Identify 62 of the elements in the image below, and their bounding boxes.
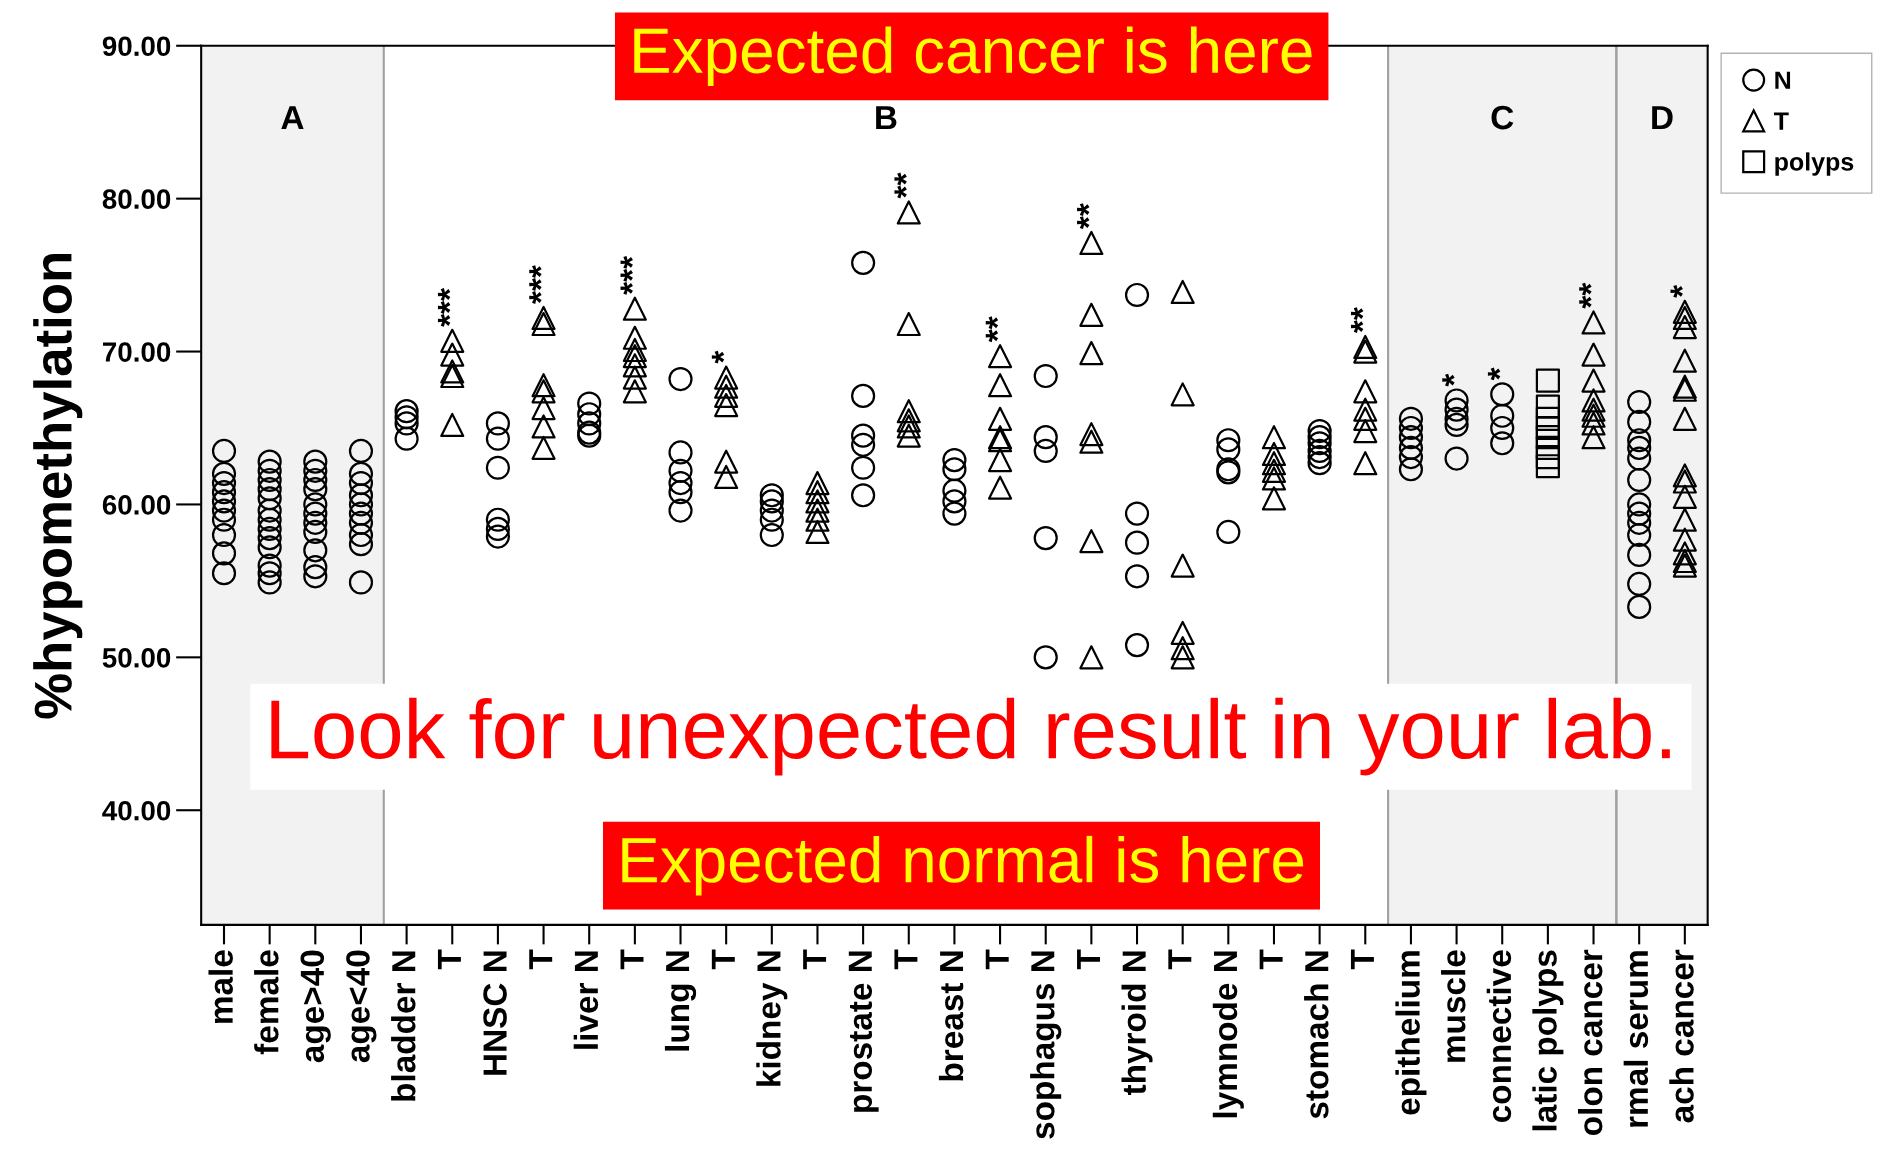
x-tick-label: T xyxy=(1168,949,1192,970)
x-tick-label: kidney N xyxy=(756,951,788,1086)
band-label: D xyxy=(1652,106,1673,130)
x-tick-label: T xyxy=(894,949,918,970)
data-label: ** xyxy=(1579,282,1592,309)
x-tick-label: age>40 xyxy=(300,950,331,1063)
x-tick-label: ach cancer xyxy=(1669,949,1694,1123)
data-label: ** xyxy=(894,172,907,199)
x-tick-label: T xyxy=(437,949,461,970)
x-tick-label: breast N xyxy=(938,951,964,1081)
x-tick-label: liver N xyxy=(573,951,599,1049)
band-label: A xyxy=(281,106,304,130)
y-tick-label: 80.00 xyxy=(102,189,171,209)
x-tick-label: T xyxy=(803,949,827,970)
y-tick-label: 40.00 xyxy=(102,800,171,821)
annotation: Look for unexpected result in your lab. xyxy=(271,697,1670,776)
x-tick-label: lung N xyxy=(664,951,697,1051)
x-tick-label: lymnode N xyxy=(1212,951,1244,1118)
data-label: *** xyxy=(529,265,542,304)
x-tick-label: T xyxy=(1350,949,1374,970)
x-tick-label: rmal serum xyxy=(1623,951,1649,1127)
x-tick-label: bladder N xyxy=(391,951,416,1101)
x-tick-label: olon cancer xyxy=(1577,949,1603,1135)
x-tick-label: T xyxy=(711,949,735,970)
y-tick-label: 90.00 xyxy=(102,36,171,57)
x-tick-label: female xyxy=(254,950,279,1055)
x-tick-label: T xyxy=(620,949,644,970)
x-tick-label: T xyxy=(1259,949,1283,970)
data-label: * xyxy=(1442,373,1455,387)
x-tick-label: T xyxy=(985,949,1009,970)
data-label: *** xyxy=(620,255,633,295)
x-tick-label: epithelium xyxy=(1395,951,1427,1115)
legend-label: N xyxy=(1775,71,1791,89)
x-tick-label: stomach N xyxy=(1304,951,1329,1119)
data-label: * xyxy=(711,350,725,364)
band-label: C xyxy=(1491,105,1514,130)
data-label: *** xyxy=(437,288,451,327)
x-tick-label: HNSC N xyxy=(483,951,507,1075)
data-label: ** xyxy=(1077,203,1090,229)
y-tick-label: 70.00 xyxy=(103,342,171,362)
x-tick-label: connective xyxy=(1486,950,1512,1123)
x-tick-label: male xyxy=(208,950,233,1023)
y-tick-label: 60.00 xyxy=(102,495,171,515)
x-tick-label: T xyxy=(1077,949,1100,970)
x-tick-label: T xyxy=(529,949,553,970)
x-tick-label: age<40 xyxy=(346,950,377,1063)
data-label: * xyxy=(1670,284,1683,298)
data-label: ** xyxy=(1350,307,1364,333)
legend-label: T xyxy=(1773,112,1789,130)
x-tick-label: sophagus N xyxy=(1030,951,1062,1139)
y-axis-title: %hypomethylation xyxy=(33,253,83,719)
annotation: Expected normal is here xyxy=(622,835,1304,896)
y-tick-label: 50.00 xyxy=(102,648,171,668)
x-tick-label: thyroid N xyxy=(1121,951,1153,1096)
x-tick-label: muscle xyxy=(1441,950,1466,1062)
annotation: Expected cancer is here xyxy=(634,26,1312,87)
data-label: ** xyxy=(985,316,999,343)
x-tick-label: prostate N xyxy=(848,951,879,1112)
x-tick-label: latic polyps xyxy=(1532,950,1564,1131)
annotation: B xyxy=(876,106,897,130)
legend-label: polyps xyxy=(1775,152,1854,176)
data-label: * xyxy=(1487,367,1501,381)
